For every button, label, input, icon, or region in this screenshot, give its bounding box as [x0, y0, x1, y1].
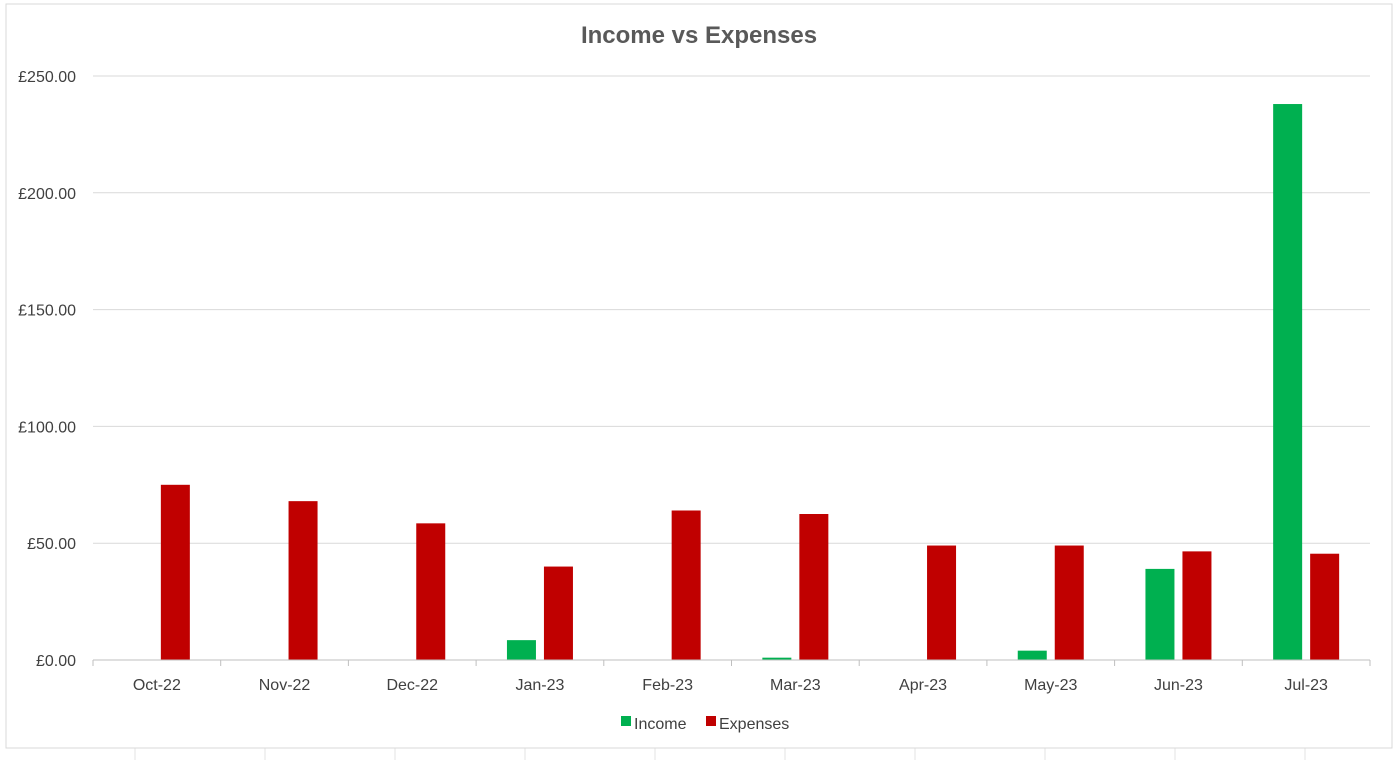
chart-title: Income vs Expenses	[581, 22, 817, 49]
bar-expenses-nov-22	[288, 501, 318, 660]
y-tick-label: £250.00	[18, 69, 76, 86]
x-tick-label: Apr-23	[899, 677, 947, 694]
y-tick-label: £150.00	[18, 303, 76, 320]
y-tick-label: £100.00	[18, 419, 76, 436]
y-axis-ticks: £0.00 £50.00 £100.00 £150.00 £200.00 £250.00	[18, 69, 76, 670]
x-axis-ticks: Oct-22 Nov-22 Dec-22 Jan-23 Feb-23 Mar-23 Apr-…	[92, 660, 1371, 694]
bar-expenses-mar-23	[799, 514, 829, 660]
legend-swatch	[706, 716, 716, 726]
x-tick-label: Feb-23	[642, 677, 693, 694]
x-tick-label: Dec-22	[386, 677, 438, 694]
bar-expenses-oct-22	[160, 484, 190, 660]
bar-income-mar-23	[762, 657, 792, 660]
legend-label: Expenses	[719, 716, 789, 733]
bar-expenses-dec-22	[416, 523, 446, 660]
x-tick-label: Oct-22	[133, 677, 181, 694]
y-tick-label: £50.00	[27, 536, 76, 553]
bar-expenses-jun-23	[1182, 551, 1212, 660]
bar-expenses-jul-23	[1310, 553, 1340, 660]
y-tick-label: £0.00	[36, 653, 76, 670]
bar-expenses-may-23	[1054, 545, 1084, 660]
x-tick-label: May-23	[1024, 677, 1077, 694]
x-tick-label: Jan-23	[515, 677, 564, 694]
x-tick-label: Nov-22	[259, 677, 311, 694]
bar-income-jan-23	[506, 640, 536, 660]
x-tick-label: Jun-23	[1154, 677, 1203, 694]
legend-item-income[interactable]: Income	[621, 716, 687, 733]
bar-expenses-feb-23	[671, 510, 701, 660]
legend-swatch	[621, 716, 631, 726]
bar-income-jul-23	[1273, 104, 1303, 661]
spreadsheet-gridlines	[134, 748, 1306, 760]
x-tick-label: Jul-23	[1284, 677, 1328, 694]
bars	[160, 104, 1340, 661]
bar-expenses-jan-23	[543, 566, 573, 660]
bar-income-may-23	[1017, 650, 1047, 660]
legend-label: Income	[634, 716, 687, 733]
legend[interactable]: Income Expenses	[621, 716, 789, 733]
y-tick-label: £200.00	[18, 186, 76, 203]
bar-expenses-apr-23	[927, 545, 957, 660]
x-tick-label: Mar-23	[770, 677, 821, 694]
legend-item-expenses[interactable]: Expenses	[706, 716, 789, 733]
bar-income-jun-23	[1145, 568, 1175, 660]
